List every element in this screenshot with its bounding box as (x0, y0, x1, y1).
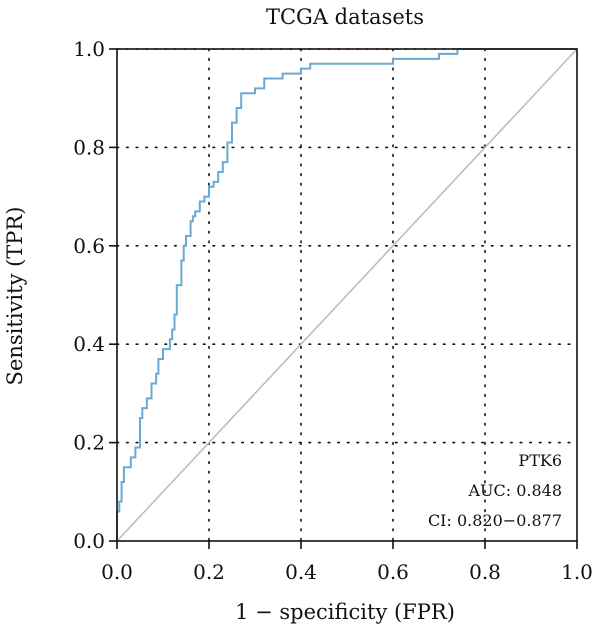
y-axis-label: Sensitivity (TPR) (3, 207, 27, 386)
y-tick-label: 1.0 (73, 37, 105, 61)
diagonal-layer (116, 48, 578, 542)
reference-diagonal (116, 48, 578, 542)
roc-curve-ptk6 (116, 48, 577, 541)
x-tick-label: 0.0 (101, 560, 133, 584)
x-tick-label: 1.0 (561, 560, 592, 584)
y-tick-label: 0.6 (73, 234, 105, 258)
annotation-ci: CI: 0.820−0.877 (428, 511, 562, 530)
x-axis-ticks: 0.0 0.2 0.4 0.6 0.8 1.0 (101, 541, 592, 584)
x-tick-label: 0.8 (469, 560, 501, 584)
roc-layer (116, 48, 577, 541)
annotation-auc: AUC: 0.848 (467, 481, 562, 500)
y-tick-label: 0.2 (73, 431, 105, 455)
chart-title: TCGA datasets (266, 5, 424, 29)
x-tick-label: 0.6 (377, 560, 409, 584)
x-axis-label: 1 − specificity (FPR) (235, 600, 455, 624)
y-tick-label: 0.4 (73, 332, 105, 356)
x-tick-label: 0.4 (285, 560, 317, 584)
annotation-marker-name: PTK6 (518, 451, 562, 470)
plot-frame (116, 48, 578, 542)
x-tick-label: 0.2 (193, 560, 225, 584)
y-tick-label: 0.0 (73, 529, 105, 553)
y-axis-ticks: 0.0 0.2 0.4 0.6 0.8 1.0 (73, 37, 117, 553)
y-tick-label: 0.8 (73, 135, 105, 159)
